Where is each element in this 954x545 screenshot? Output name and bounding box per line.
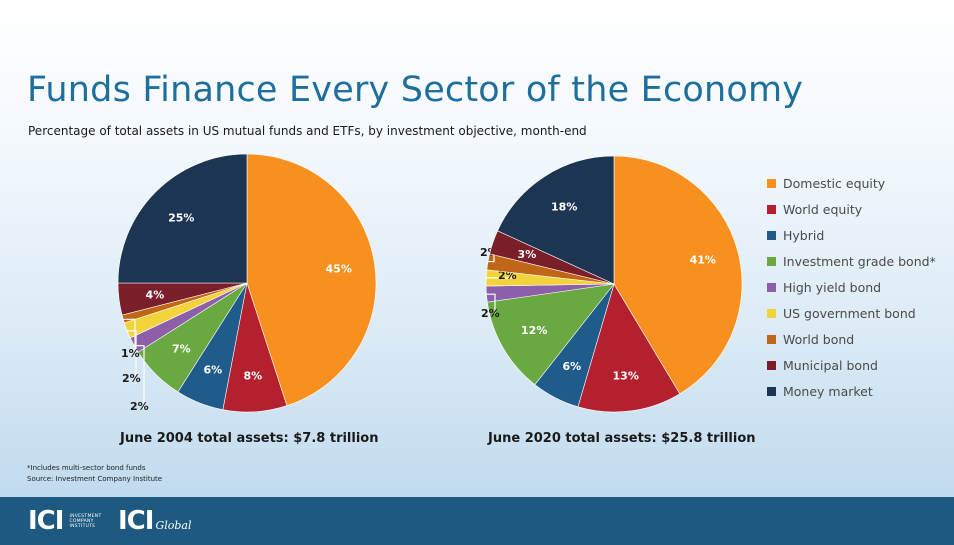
slice-label-municipal-bond: 3% [518,248,537,261]
pie-2020-caption: June 2020 total assets: $25.8 trillion [488,431,756,446]
legend: Domestic equity World equity Hybrid Inve… [767,170,936,404]
chart-title: Funds Finance Every Sector of the Econom… [27,70,804,110]
legend-item-world-equity: World equity [767,196,936,222]
legend-item-domestic-equity: Domestic equity [767,170,936,196]
pie-slice-domestic-equity [613,155,743,395]
legend-label: Municipal bond [783,357,878,373]
leader-line [122,318,136,353]
footnote: *Includes multi-sector bond funds [27,464,146,472]
leader-line [126,330,137,379]
slice-label-world-equity: 13% [613,369,639,382]
slice-label-money-market: 25% [168,211,194,224]
slice-label-hybrid: 6% [203,363,222,376]
legend-item-money-market: Money market [767,378,936,404]
legend-label: Hybrid [783,227,825,243]
legend-label: Domestic equity [783,175,886,191]
slice-label-money-market: 18% [551,201,577,214]
slice-label-high-yield-bond: 2% [481,307,500,320]
leader-line [133,345,145,409]
slice-label-domestic-equity: 45% [326,263,352,276]
pie-2020: 41%13%6%12%2%2%2% 3%18% [480,155,743,413]
legend-swatch [767,256,776,266]
legend-item-us-government-bond: US government bond [767,300,936,326]
legend-swatch [767,178,776,188]
legend-label: US government bond [783,305,916,321]
pie-slice-money-market [117,153,248,284]
leader-line [485,275,513,279]
legend-swatch [767,308,776,318]
legend-label: World bond [783,331,855,347]
ici-global-logo-mark: ICI [118,506,154,536]
leader-line [487,252,495,263]
footer-bar: ICI Investment Company Institute ICI Glo… [0,497,954,545]
ici-logo-mark: ICI [28,506,64,536]
pie-slice-investment-grade-bond [486,283,615,386]
slice-label-world-equity: 8% [243,370,262,383]
legend-swatch [767,230,776,240]
pie-slice-world-equity [577,283,681,413]
slice-label-high-yield-bond: 2% [130,400,149,413]
ici-global-logo: ICI Global [118,506,191,536]
slice-label-municipal-bond: 4% [146,289,165,302]
legend-swatch [767,334,776,344]
legend-label: World equity [783,201,863,217]
legend-label: High yield bond [783,279,882,295]
legend-label: Money market [783,383,873,399]
legend-item-high-yield-bond: High yield bond [767,274,936,300]
legend-label: Investment grade bond* [783,253,936,269]
legend-item-world-bond: World bond [767,326,936,352]
leader-line [485,293,496,314]
ici-logo-text: Investment Company Institute [69,513,102,529]
source-note: Source: Investment Company Institute [27,475,163,483]
legend-swatch [767,386,776,396]
pie-slice-money-market [497,155,615,285]
legend-swatch [767,282,776,292]
ici-logo: ICI Investment Company Institute [28,506,115,536]
slice-label-domestic-equity: 41% [690,253,716,266]
pie-slice-domestic-equity [246,153,377,407]
legend-item-hybrid: Hybrid [767,222,936,248]
legend-swatch [767,204,776,214]
slice-label-us-government-bond: 2% [122,372,141,385]
footnotes: *Includes multi-sector bond funds Source… [27,463,162,485]
ici-global-logo-text: Global [155,518,192,532]
slice-label-investment-grade-bond: 7% [172,343,191,356]
legend-item-municipal-bond: Municipal bond [767,352,936,378]
chart-subtitle: Percentage of total assets in US mutual … [28,124,587,138]
pie-2004: 45% 8% 6% 7% 2% 2% 1% 4% 25% [117,153,377,413]
legend-item-investment-grade-bond: Investment grade bond* [767,248,936,274]
slice-label-investment-grade-bond: 12% [521,324,547,337]
legend-swatch [767,360,776,370]
pie-2004-caption: June 2004 total assets: $7.8 trillion [120,431,379,446]
slice-label-hybrid: 6% [562,360,581,373]
slice-label-world-bond: 1% [121,347,140,360]
